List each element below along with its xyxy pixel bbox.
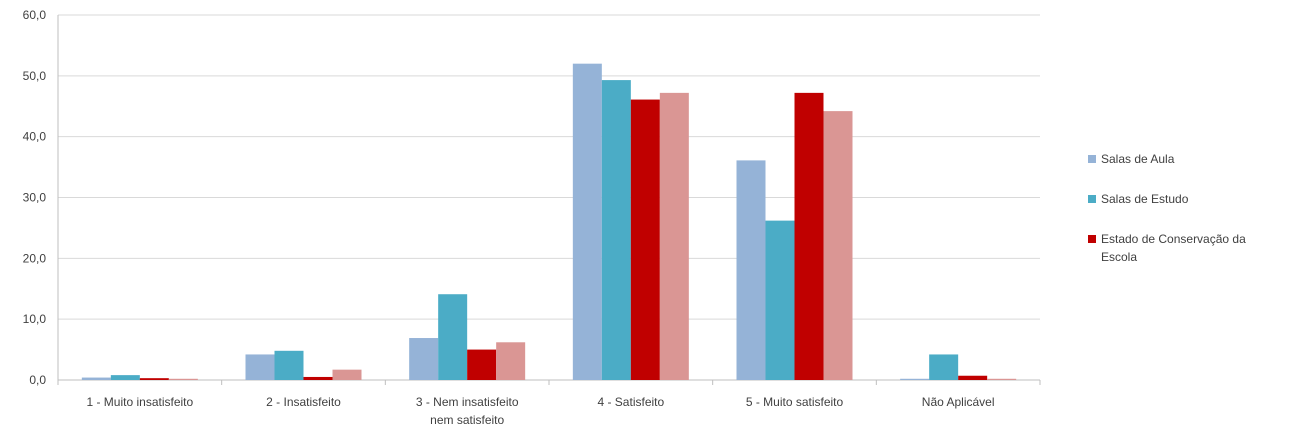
y-tick-label: 60,0	[23, 8, 47, 22]
y-tick-label: 20,0	[23, 251, 47, 265]
x-tick-label: 2 - Insatisfeito	[266, 395, 341, 409]
bar	[303, 376, 333, 380]
bar	[409, 338, 439, 380]
bar	[139, 378, 169, 380]
bar	[274, 350, 304, 380]
bar	[900, 378, 930, 380]
x-tick-label: 1 - Muito insatisfeito	[86, 395, 193, 409]
bar	[958, 375, 988, 380]
bar	[659, 92, 689, 380]
legend-swatch	[1088, 235, 1096, 243]
legend-label: Estado de Conservação da Escola	[1101, 232, 1246, 264]
y-tick-label: 10,0	[23, 312, 47, 326]
y-tick-label: 50,0	[23, 69, 47, 83]
bar	[929, 354, 959, 380]
x-tick-label: 3 - Nem insatisfeito	[416, 395, 519, 409]
bar	[245, 354, 275, 380]
bar	[438, 294, 468, 380]
bar	[110, 375, 140, 380]
bar	[496, 342, 526, 380]
legend-swatch	[1088, 155, 1096, 163]
x-tick-label: 4 - Satisfeito	[597, 395, 664, 409]
bar	[572, 63, 602, 381]
legend-swatch	[1088, 195, 1096, 203]
bar	[467, 349, 497, 380]
bar	[630, 99, 660, 380]
x-tick-label: nem satisfeito	[430, 413, 504, 427]
bar	[823, 111, 853, 380]
bar	[601, 80, 631, 380]
bar	[794, 92, 824, 380]
legend: Salas de Aula Salas de Estudo Estado de Co…	[1088, 150, 1288, 288]
bar	[987, 378, 1017, 380]
x-tick-label: Não Aplicável	[922, 395, 995, 409]
bar	[765, 220, 795, 380]
x-tick-label: 5 - Muito satisfeito	[746, 395, 844, 409]
bar	[736, 160, 766, 380]
y-tick-label: 30,0	[23, 191, 47, 205]
legend-item: Salas de Aula	[1088, 150, 1288, 168]
legend-label: Salas de Estudo	[1101, 192, 1189, 206]
y-tick-label: 40,0	[23, 130, 47, 144]
legend-label: Salas de Aula	[1101, 152, 1175, 166]
legend-item: Estado de Conservação da Escola	[1088, 230, 1288, 266]
bar	[168, 378, 198, 380]
bar	[81, 377, 111, 380]
bar	[332, 369, 362, 380]
legend-item: Salas de Estudo	[1088, 190, 1288, 208]
y-tick-label: 0,0	[29, 373, 46, 387]
